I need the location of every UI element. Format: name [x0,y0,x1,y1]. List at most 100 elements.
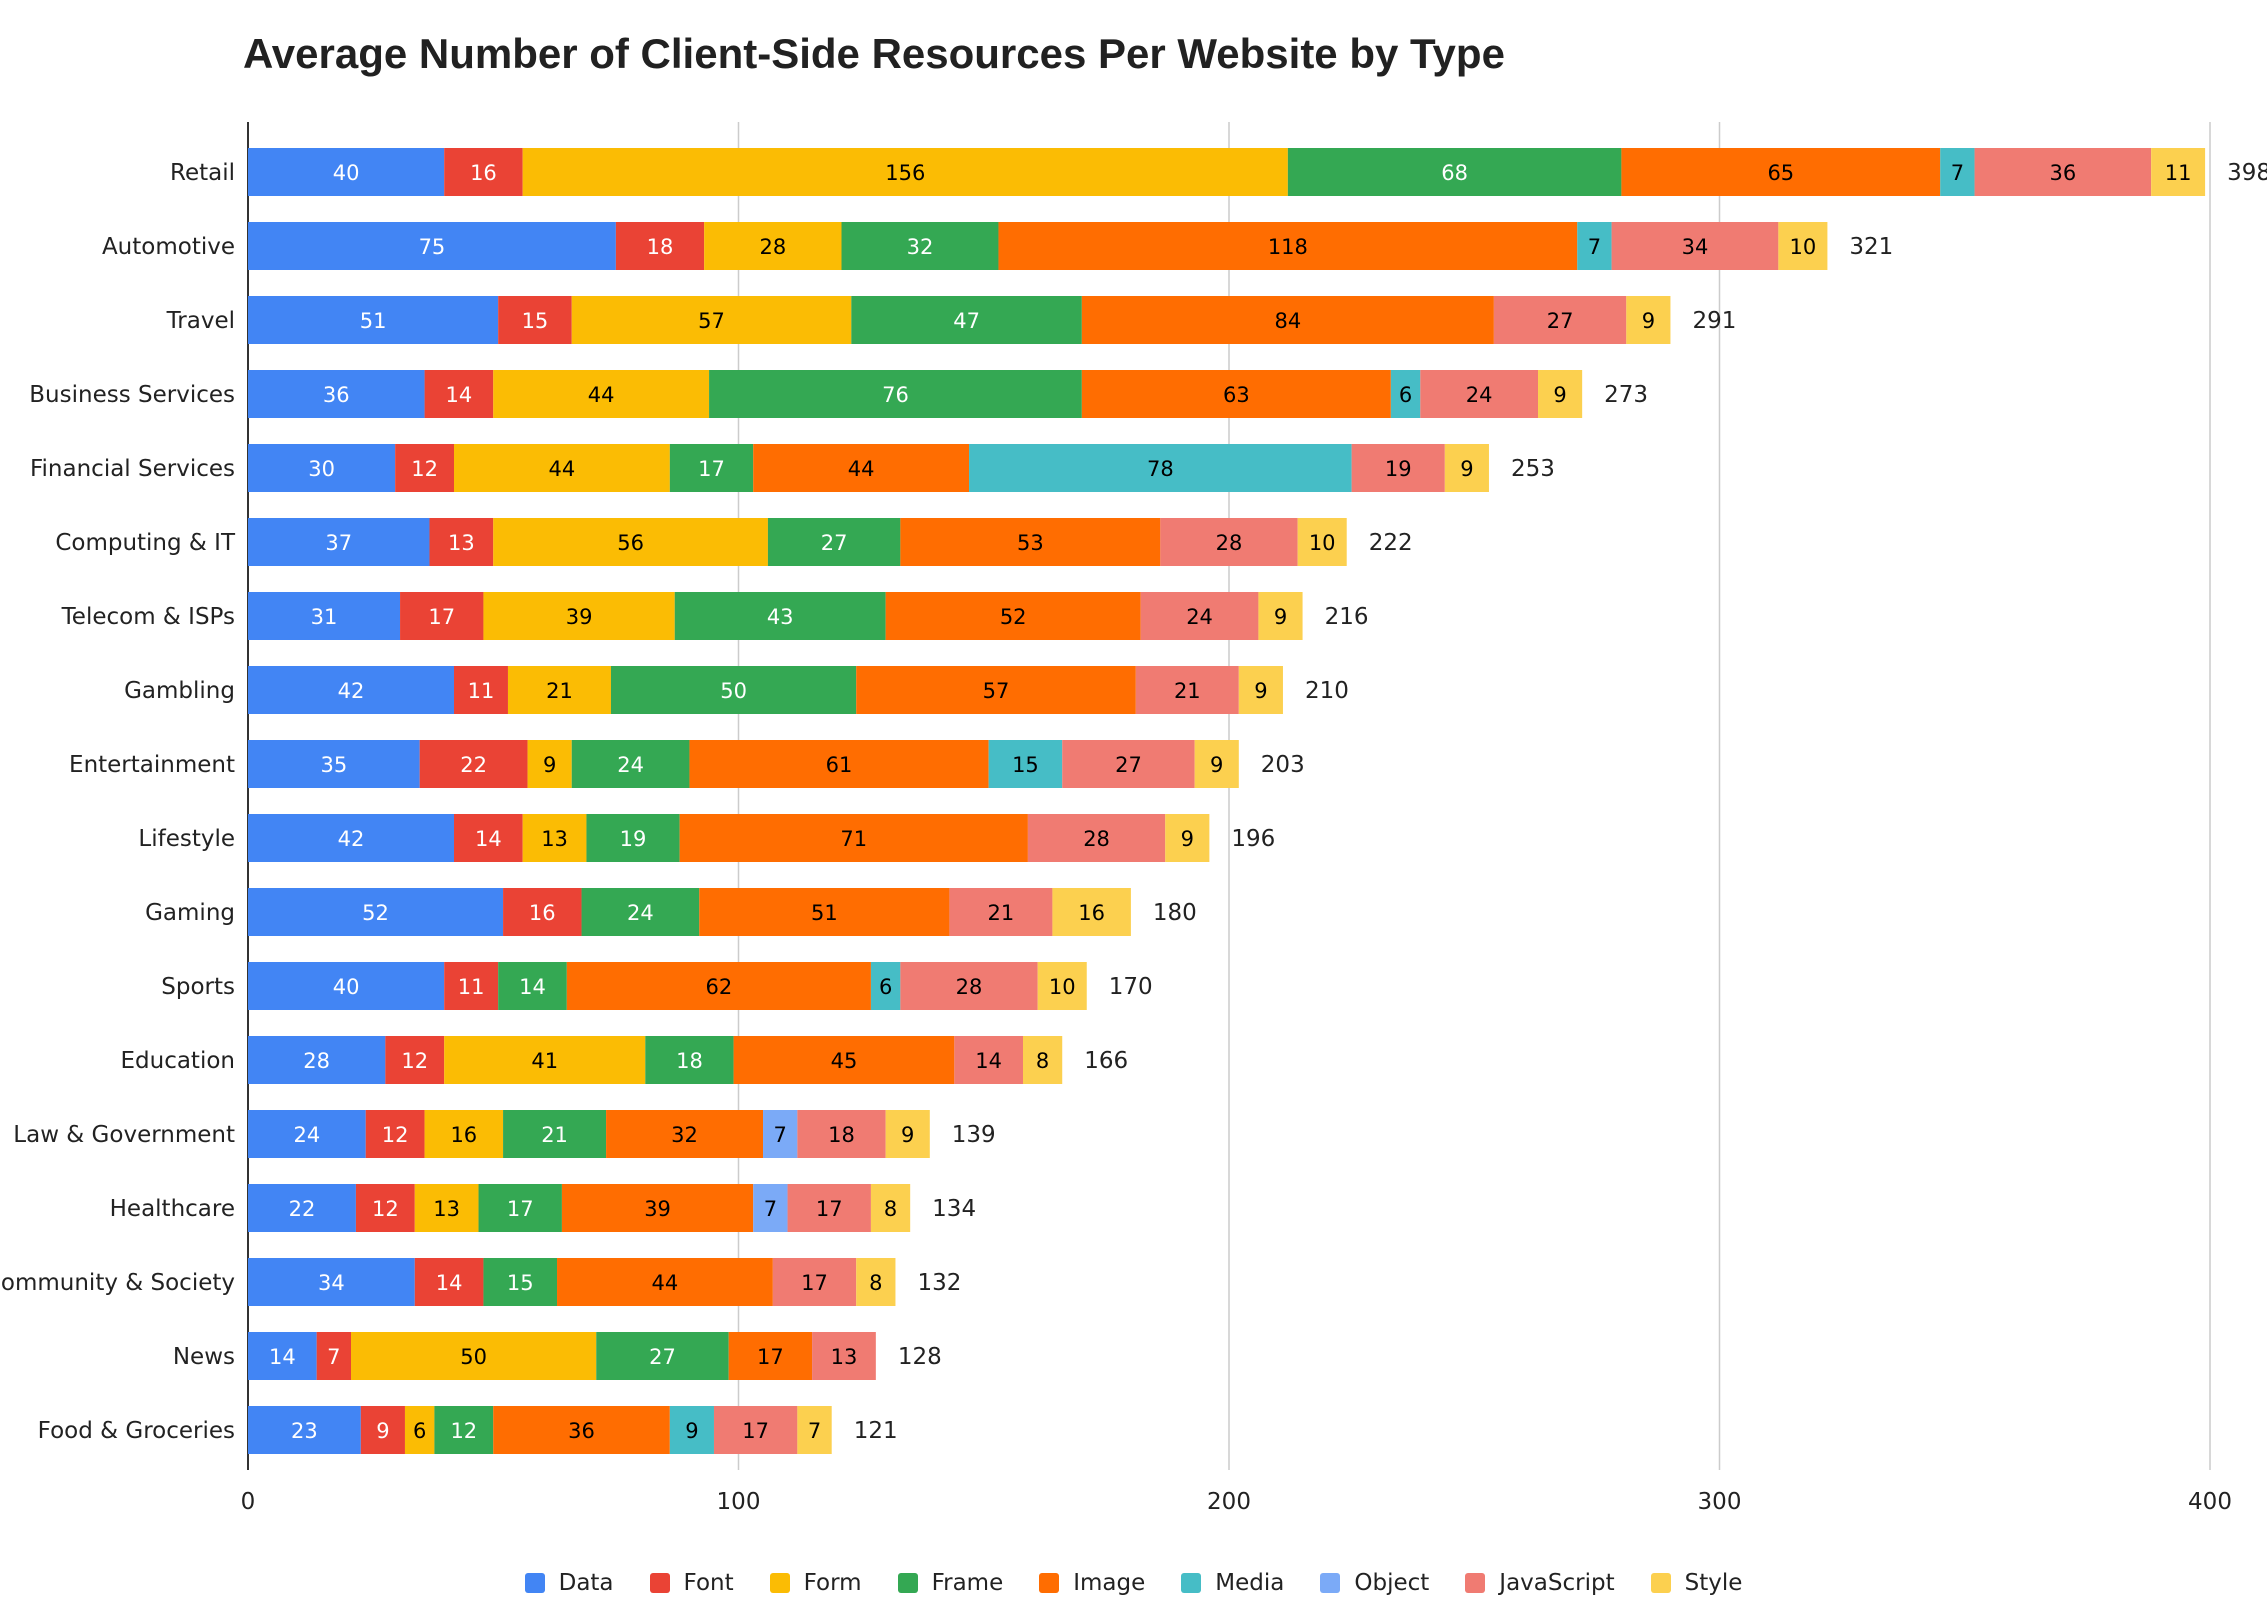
legend-swatch [1039,1573,1060,1593]
data-label-javascript: 24 [1466,383,1493,407]
bar-segment-image [728,1332,813,1380]
total-label: 134 [932,1196,976,1222]
x-tick-label: 100 [717,1489,761,1515]
legend-item-frame: Frame [897,1570,1004,1596]
bar-segment-javascript [1027,814,1166,862]
legend-swatch [1181,1573,1202,1593]
data-label-javascript: 14 [975,1049,1002,1073]
bar-segment-style [1194,740,1239,788]
data-label-form: 6 [413,1419,426,1443]
bar-segment-media [969,444,1352,492]
total-label: 216 [1325,604,1369,630]
legend-swatch [1465,1573,1486,1593]
data-label-form: 57 [698,309,725,333]
bar-segment-frame [669,444,754,492]
bar-segment-data [248,1406,361,1454]
category-label: Healthcare [110,1196,235,1222]
legend-item-font: Font [649,1570,734,1596]
data-label-style: 9 [1642,309,1655,333]
category-label: Entertainment [69,752,235,778]
category-label: Education [120,1048,235,1074]
bar-segment-javascript [797,1110,886,1158]
legend-swatch [1650,1573,1671,1593]
total-label: 196 [1231,826,1275,852]
bar-segment-data [248,962,445,1010]
data-label-font: 11 [458,975,485,999]
data-label-style: 9 [1274,605,1287,629]
data-label-data: 24 [293,1123,320,1147]
bar-segment-form [444,1036,646,1084]
bar-segment-style [1258,592,1303,640]
data-label-font: 14 [475,827,502,851]
bar-segment-style [1778,222,1828,270]
bar-segment-image [1621,148,1941,196]
data-label-image: 17 [757,1345,784,1369]
data-label-font: 14 [436,1271,463,1295]
bar-segment-javascript [954,1036,1023,1084]
data-label-javascript: 17 [742,1419,769,1443]
data-label-javascript: 17 [816,1197,843,1221]
legend-item-image: Image [1039,1570,1145,1596]
data-label-font: 7 [327,1345,340,1369]
data-label-javascript: 36 [2049,161,2076,185]
data-label-javascript: 27 [1115,753,1142,777]
bar-segment-image [998,222,1578,270]
data-label-data: 42 [338,827,365,851]
legend-label: Frame [931,1570,1004,1596]
data-label-style: 8 [869,1271,882,1295]
data-label-media: 9 [685,1419,698,1443]
data-label-image: 63 [1223,383,1250,407]
data-label-data: 28 [303,1049,330,1073]
bar-segment-data [248,222,616,270]
data-label-javascript: 18 [828,1123,855,1147]
bar-segment-form [571,296,852,344]
data-label-data: 23 [291,1419,318,1443]
bar-segment-frame [851,296,1082,344]
bar-segment-javascript [772,1258,857,1306]
data-label-style: 9 [1181,827,1194,851]
bar-segment-style [1238,666,1283,714]
category-label: Community & Society [0,1270,235,1296]
category-label: Computing & IT [55,530,236,556]
data-label-style: 9 [1553,383,1566,407]
legend-swatch [897,1573,918,1593]
data-label-data: 52 [362,901,389,925]
bar-segment-media [870,962,901,1010]
bar-segment-font [365,1110,425,1158]
data-label-image: 51 [811,901,838,925]
data-label-font: 12 [411,457,438,481]
bar-segment-font [444,962,499,1010]
data-label-font: 13 [448,531,475,555]
data-label-media: 6 [1399,383,1412,407]
total-label: 291 [1692,308,1736,334]
bar-segment-media [1577,222,1612,270]
total-label: 398 [2227,160,2267,186]
category-label: Food & Groceries [38,1418,235,1444]
bar-segment-frame [709,370,1082,418]
bar-segment-frame [571,740,690,788]
data-label-form: 28 [759,235,786,259]
x-tick-label: 0 [241,1489,256,1515]
data-label-image: 71 [840,827,867,851]
total-label: 121 [854,1418,898,1444]
data-label-image: 36 [568,1419,595,1443]
total-label: 180 [1153,900,1197,926]
bar-segment-data [248,1184,356,1232]
bar-segment-form [522,148,1288,196]
bar-segment-frame [434,1406,494,1454]
data-label-style: 8 [884,1197,897,1221]
bar-segment-image [493,1406,670,1454]
category-label: Financial Services [30,456,235,482]
bar-segment-image [561,1184,754,1232]
bar-segment-data [248,592,401,640]
bar-segment-form [527,740,572,788]
bar-segment-font [454,814,523,862]
data-label-style: 9 [901,1123,914,1147]
bar-segment-javascript [812,1332,876,1380]
data-label-frame: 43 [767,605,794,629]
legend-swatch [649,1573,670,1593]
data-label-style: 10 [1790,235,1817,259]
data-label-frame: 47 [953,309,980,333]
legend-item-style: Style [1650,1570,1742,1596]
